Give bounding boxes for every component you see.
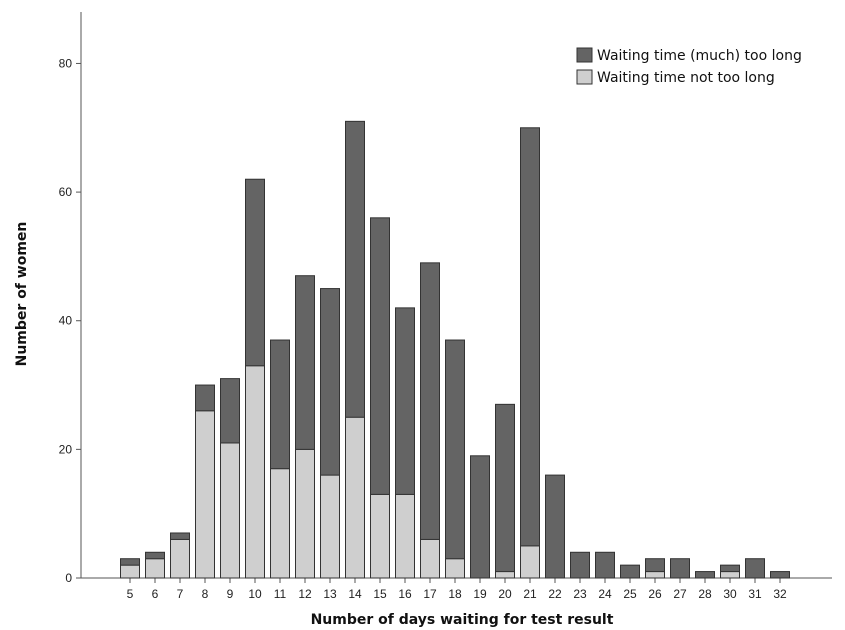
bar-too-long-23 [570, 551, 590, 579]
x-tick-label: 27 [673, 587, 687, 601]
bar-not-too-long-16 [395, 493, 415, 579]
bar-not-too-long-9 [220, 442, 240, 579]
bar-too-long-19 [470, 455, 490, 579]
bar-not-too-long-30 [720, 571, 740, 579]
x-tick-label: 28 [698, 587, 712, 601]
x-tick-label: 24 [598, 587, 612, 601]
x-tick-label: 26 [648, 587, 662, 601]
bar-too-long-17 [420, 262, 440, 540]
bar-too-long-10 [245, 178, 265, 367]
x-tick-label: 6 [152, 587, 159, 601]
bar-too-long-27 [670, 558, 690, 579]
bar-too-long-22 [545, 474, 565, 579]
legend: Waiting time (much) too long Waiting time… [576, 47, 802, 86]
bar-not-too-long-11 [270, 468, 290, 579]
bar-not-too-long-5 [120, 564, 140, 579]
bar-too-long-7 [170, 532, 190, 540]
bar-too-long-24 [595, 551, 615, 579]
x-tick-label: 10 [248, 587, 262, 601]
x-tick-label: 7 [177, 587, 184, 601]
x-tick-label: 21 [523, 587, 537, 601]
bar-too-long-31 [745, 558, 765, 579]
y-axis: 0 20 40 60 80 [59, 56, 81, 585]
x-tick-label: 23 [573, 587, 587, 601]
bar-not-too-long-15 [370, 493, 390, 579]
bar-too-long-12 [295, 275, 315, 450]
bar-too-long-32 [770, 571, 790, 579]
bar-not-too-long-13 [320, 474, 340, 579]
bar-not-too-long-18 [445, 558, 465, 579]
x-tick-label: 25 [623, 587, 637, 601]
legend-swatch-too-long [576, 47, 593, 63]
bar-too-long-16 [395, 307, 415, 495]
y-tick-label: 20 [59, 442, 73, 456]
x-axis: 5 6 7 8 9 10 11 12 13 14 15 16 17 18 19 20 21 22 23 24 25 26 2… [127, 578, 787, 601]
bar-too-long-14 [345, 120, 365, 418]
y-tick-label: 40 [59, 314, 73, 328]
bar-too-long-6 [145, 551, 165, 560]
y-tick-label: 0 [65, 571, 72, 585]
x-tick-label: 17 [423, 587, 437, 601]
bar-not-too-long-10 [245, 365, 265, 579]
bar-not-too-long-20 [495, 571, 515, 579]
bar-not-too-long-6 [145, 558, 165, 579]
bar-too-long-5 [120, 558, 140, 566]
y-tick-label: 60 [59, 185, 73, 199]
bar-too-long-8 [195, 384, 215, 412]
bar-not-too-long-17 [420, 538, 440, 579]
bar-too-long-18 [445, 339, 465, 560]
x-tick-label: 22 [548, 587, 562, 601]
bar-too-long-9 [220, 378, 240, 444]
x-tick-label: 16 [398, 587, 412, 601]
x-tick-label: 18 [448, 587, 462, 601]
legend-swatch-not-too-long [576, 69, 593, 85]
bar-too-long-15 [370, 217, 390, 495]
bar-not-too-long-26 [645, 571, 665, 579]
bar-too-long-11 [270, 339, 290, 470]
x-tick-label: 8 [202, 587, 209, 601]
x-tick-label: 31 [748, 587, 762, 601]
x-tick-label: 19 [473, 587, 487, 601]
bar-too-long-21 [520, 127, 540, 547]
x-tick-label: 32 [773, 587, 787, 601]
bar-too-long-13 [320, 288, 340, 476]
bar-not-too-long-21 [520, 545, 540, 579]
bars [120, 120, 790, 579]
x-tick-label: 5 [127, 587, 134, 601]
legend-label-not-too-long: Waiting time not too long [597, 70, 775, 86]
x-tick-label: 11 [274, 587, 287, 601]
x-tick-label: 20 [498, 587, 512, 601]
bar-too-long-30 [720, 564, 740, 573]
bar-not-too-long-7 [170, 538, 190, 579]
x-tick-label: 13 [323, 587, 337, 601]
bar-too-long-26 [645, 558, 665, 573]
x-axis-title: Number of days waiting for test result [311, 612, 614, 628]
bar-not-too-long-8 [195, 410, 215, 579]
bar-not-too-long-14 [345, 416, 365, 579]
x-tick-label: 30 [723, 587, 737, 601]
x-tick-label: 9 [227, 587, 234, 601]
x-tick-label: 14 [348, 587, 362, 601]
y-tick-label: 80 [59, 56, 73, 70]
bar-too-long-20 [495, 403, 515, 573]
legend-label-too-long: Waiting time (much) too long [597, 48, 802, 64]
bar-not-too-long-12 [295, 448, 315, 579]
bar-too-long-28 [695, 571, 715, 579]
bar-too-long-25 [620, 564, 640, 579]
x-tick-label: 12 [298, 587, 312, 601]
x-tick-label: 15 [373, 587, 387, 601]
y-axis-title: Number of women [14, 222, 30, 367]
